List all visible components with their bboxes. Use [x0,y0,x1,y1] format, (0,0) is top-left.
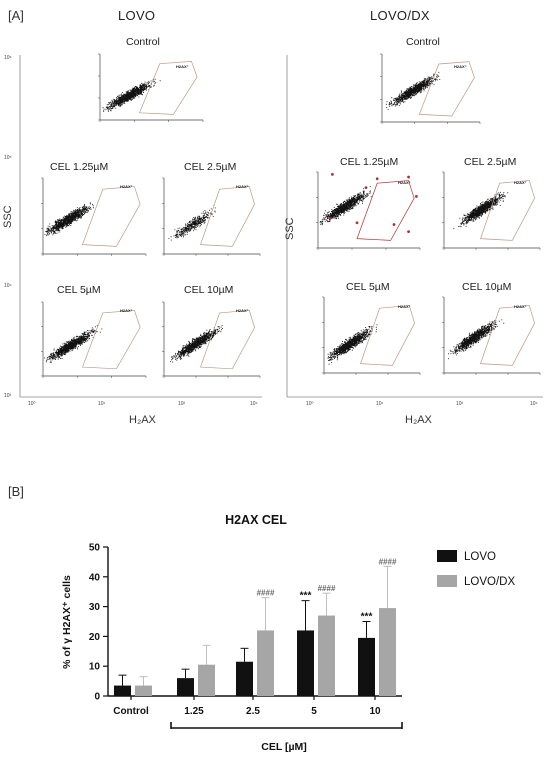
lovo-cel10-gate-label: H2AX⁺ [236,308,249,313]
lovodx-cel125-scatter [316,171,421,250]
bar-lovo-dx [135,685,152,696]
bar-lovo [177,678,194,696]
lovo-cel10-scatter [162,301,261,378]
lovodx-group-title: LOVO/DX [370,8,430,23]
x-tick-label: 1.25 [184,706,204,717]
legend-swatch [437,575,457,587]
lovo-control-scatter [98,53,204,122]
lovodx-ssc-label: SSC [284,217,296,240]
chart-x-axis-label: CEL [µM] [261,741,307,753]
lovodx-cel10-scatter [442,296,541,375]
y-tick-label: 40 [89,572,101,583]
lovo-outer-x-tick: 10² [178,401,186,407]
significance-label: #### [379,557,397,566]
significance-label: #### [318,584,336,593]
lovodx-h2ax-label: H₂AX [405,414,432,426]
significance-label: #### [257,589,275,598]
lovo-cel25-scatter [162,177,261,256]
lovo-outer-x-tick: 10⁴ [250,401,258,407]
lovo-outer-y-tick: 10⁵ [4,155,12,161]
lovo-cel5-title: CEL 5µM [57,284,101,296]
lovo-outer-y-tick: 10⁶ [4,55,12,61]
lovodx-cel5-scatter [322,296,421,375]
lovo-control-title: Control [126,36,160,48]
bar-lovo-dx [318,615,335,696]
lovo-cel125-scatter [41,177,147,256]
lovo-cel10-title: CEL 10µM [184,284,234,296]
legend-label: LOVO [464,551,496,563]
panel-b-label: [B] [8,484,24,499]
lovo-cel5-gate-label: H2AX⁺ [120,308,133,313]
lovodx-outer-x-tick: 10⁴ [530,401,538,407]
lovo-control-gate-label: H2AX⁺ [176,64,189,69]
lovodx-cel25-gate-label: H2AX⁺ [514,180,527,185]
lovodx-cel25-scatter [442,171,541,250]
lovodx-cel10-gate-label: H2AX⁺ [514,304,527,309]
y-tick-label: 0 [94,692,100,703]
lovo-cel25-title: CEL 2.5µM [184,161,237,173]
chart-x-axis: Control 1.25 2.5 5 10 [108,695,402,717]
lovodx-cel10-title: CEL 10µM [462,281,512,293]
lovodx-control-scatter [380,53,481,124]
lovo-cel25-gate-label: H2AX⁺ [236,184,249,189]
x-tick-label: 10 [369,706,381,717]
lovodx-cel5-title: CEL 5µM [346,281,390,293]
significance-label: *** [300,591,312,602]
x-tick-label: 2.5 [246,706,260,717]
lovodx-control-gate-label: H2AX⁺ [454,64,467,69]
lovo-outer-x-tick: 10¹ [98,401,106,407]
y-tick-label: 50 [89,543,101,554]
chart-bars: #### *** #### *** #### [114,557,397,696]
legend-label: LOVO/DX [464,576,515,588]
bar-lovo [236,661,253,696]
lovo-group-title: LOVO [118,8,156,23]
chart-title: H2AX CEL [225,513,287,527]
bar-lovo-dx [379,608,396,696]
lovodx-cel5-gate-label: H2AX⁺ [398,304,411,309]
lovo-outer-x-tick: 10⁰ [28,401,36,407]
lovodx-outer-x-tick: 10¹ [376,401,384,407]
lovo-cel125-title: CEL 1.25µM [50,161,109,173]
panel-a-label: [A] [8,8,24,23]
x-tick-label: 5 [311,706,317,717]
bar-lovo [297,630,314,696]
significance-label: *** [361,612,373,623]
y-tick-label: 10 [89,662,101,673]
lovodx-cel125-gate-label: H2AX⁺ [398,180,411,185]
lovodx-cel25-title: CEL 2.5µM [464,156,517,168]
lovodx-outer-x-tick: 10⁰ [306,401,314,407]
lovodx-control-title: Control [406,36,440,48]
y-tick-label: 20 [89,632,101,643]
lovo-h2ax-label: H₂AX [129,414,156,426]
bar-lovo [114,685,131,696]
lovo-cel125-gate-label: H2AX⁺ [120,184,133,189]
bar-lovo [358,637,375,696]
h2ax-bar-chart: H2AX CEL % of γ H2AX⁺ cells 01020304050 … [61,513,515,753]
lovo-ssc-label: SSC [2,205,14,228]
lovo-outer-y-tick: 10³ [4,393,12,399]
chart-y-axis-label: % of γ H2AX⁺ cells [61,575,73,669]
lovo-cel5-scatter [41,301,147,378]
bar-lovo-dx [257,630,274,696]
y-tick-label: 30 [89,602,101,613]
legend-swatch [437,550,457,562]
lovodx-cel125-title: CEL 1.25µM [340,156,399,168]
lovodx-outer-x-tick: 10² [456,401,464,407]
chart-y-axis: 0 10 20 30 40 50 [89,543,109,703]
lovo-outer-y-tick: 10⁴ [4,283,12,289]
x-tick-label: Control [113,706,149,717]
panel-a-outer-axes [19,55,543,398]
chart-legend: LOVO LOVO/DX [437,550,515,588]
bar-lovo-dx [198,664,215,696]
